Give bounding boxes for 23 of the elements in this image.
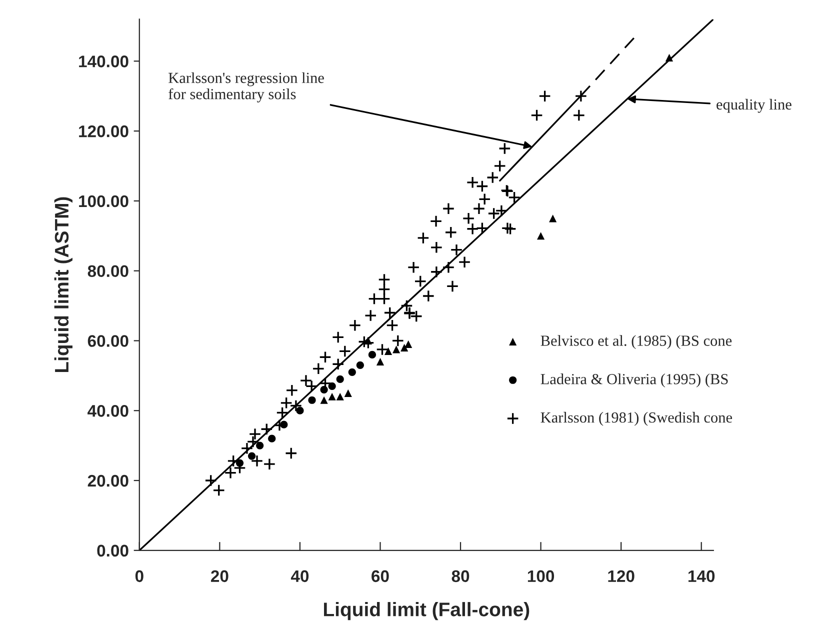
y-tick-label: 40.00 xyxy=(88,405,128,417)
annotation: Karlsson's regression line for sedimentary soils xyxy=(168,72,324,102)
x-tick-label: 60 xyxy=(372,570,389,582)
x-tick-label: 100 xyxy=(528,570,554,582)
y-tick-label: 100.00 xyxy=(79,195,128,208)
y-tick-label: 60.00 xyxy=(88,335,128,347)
legend-label: Belvisco et al. (1985) (BS cone xyxy=(540,335,732,349)
x-tick-label: 80 xyxy=(452,570,470,582)
x-tick-label: 0 xyxy=(135,570,144,582)
annotation: equality line xyxy=(716,98,792,113)
y-tick-label: 120.00 xyxy=(79,125,128,138)
x-tick-label: 20 xyxy=(210,570,228,582)
x-tick-label: 140 xyxy=(688,570,715,582)
y-axis-title: Liquid limit (ASTM) xyxy=(54,197,72,372)
y-tick-label: 20.00 xyxy=(88,474,128,487)
x-tick-label: 120 xyxy=(608,570,634,582)
x-tick-label: 40 xyxy=(290,570,309,582)
y-tick-label: 0.00 xyxy=(97,544,128,557)
legend-label: Ladeira & Oliveria (1995) (BS xyxy=(540,374,728,388)
y-tick-label: 80.00 xyxy=(88,265,128,278)
y-tick-label: 140.00 xyxy=(79,56,128,68)
legend-label: Karlsson (1981) (Swedish cone xyxy=(540,412,732,426)
x-axis-title: Liquid limit (Fall-cone) xyxy=(324,602,530,620)
